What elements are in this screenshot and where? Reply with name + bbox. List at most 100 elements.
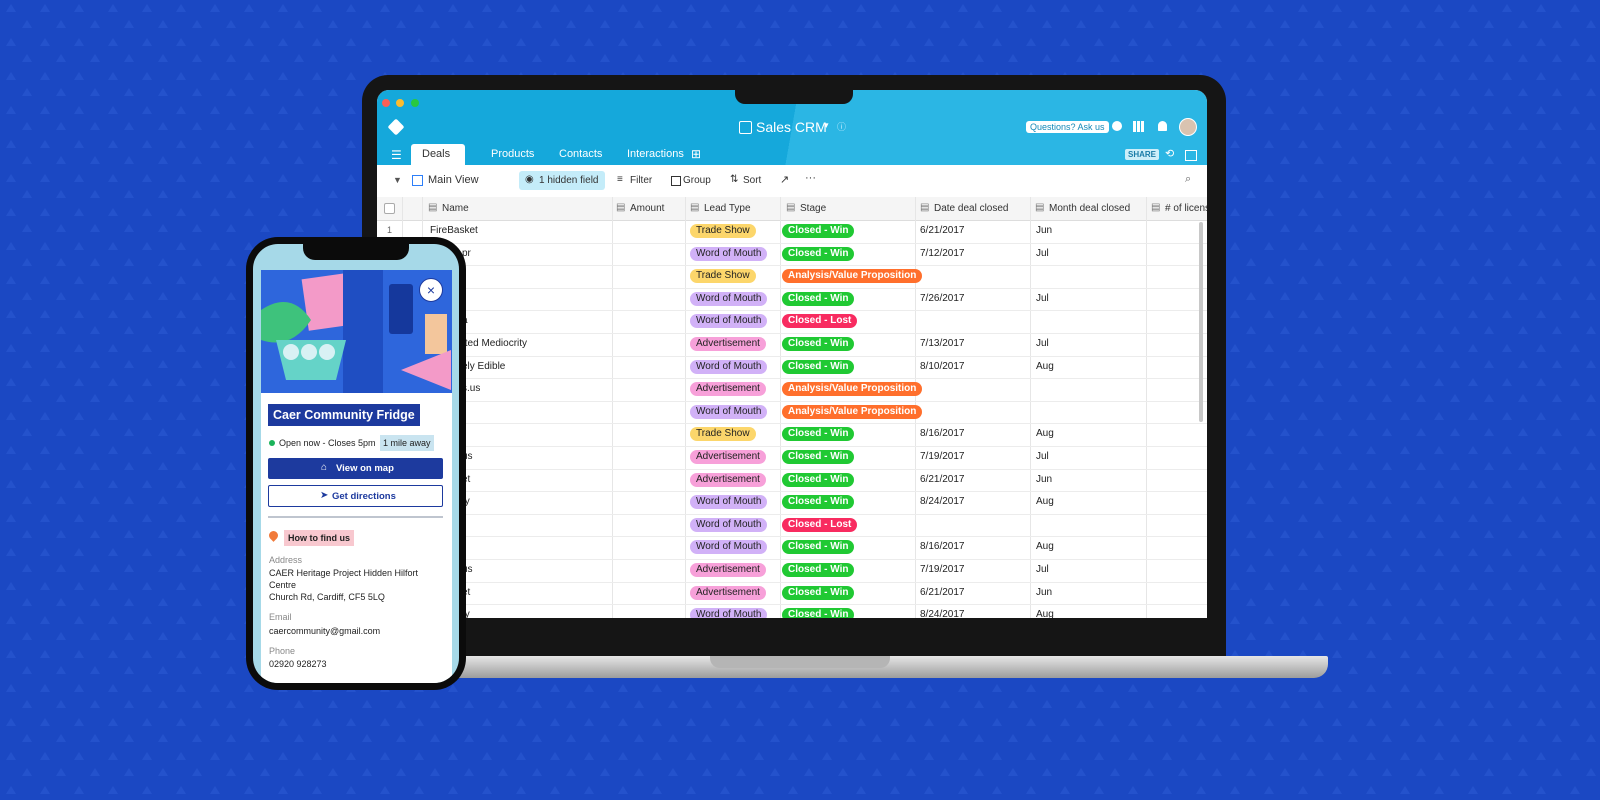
cell-name[interactable]: us [462, 564, 473, 575]
stage-tag[interactable]: Closed - Lost [782, 314, 858, 329]
cell-date[interactable]: 6/21/2017 [920, 225, 965, 236]
stage-tag[interactable]: Closed - Win [782, 427, 855, 442]
lead-type-tag[interactable]: Word of Mouth [690, 517, 768, 532]
cell-name[interactable]: fted Mediocrity [462, 338, 528, 349]
cell-date[interactable]: 8/10/2017 [920, 360, 965, 372]
add-tab[interactable]: ⊞ [691, 147, 702, 161]
layout-icon[interactable] [1185, 150, 1197, 161]
lead-type-tag[interactable]: Advertisement [690, 472, 766, 487]
stage-tag[interactable]: Closed - Win [782, 472, 855, 487]
more-icon[interactable]: ··· [805, 172, 816, 184]
lead-type-tag[interactable]: Advertisement [690, 337, 766, 351]
column-header[interactable]: Date deal closed [934, 203, 1009, 214]
cell-name[interactable]: pr [462, 247, 471, 259]
cell-date[interactable]: 8/24/2017 [920, 496, 965, 508]
cell-month[interactable]: Aug [1036, 609, 1054, 618]
cell-name[interactable]: us [462, 451, 473, 462]
column-header[interactable]: Month deal closed [1049, 203, 1131, 214]
search-icon[interactable]: ⌕ [1185, 173, 1192, 185]
directions-label[interactable]: Get directions [332, 491, 396, 502]
stage-tag[interactable]: Closed - Win [782, 563, 855, 577]
lead-type-tag[interactable]: Advertisement [690, 563, 766, 577]
lead-type-tag[interactable]: Trade Show [690, 427, 756, 442]
column-header[interactable]: Stage [800, 203, 827, 214]
notifications-icon[interactable] [1158, 121, 1167, 131]
stage-tag[interactable]: Closed - Win [782, 540, 855, 555]
cell-name[interactable]: et [462, 473, 471, 485]
cell-month[interactable]: Jul [1036, 451, 1049, 462]
sidebar-toggle[interactable]: ▼ [393, 175, 402, 185]
stage-tag[interactable]: Closed - Win [782, 495, 855, 510]
email-value[interactable]: caercommunity@gmail.com [269, 626, 381, 636]
group-button[interactable]: Group [683, 175, 711, 186]
menu-icon[interactable]: ☰ [391, 148, 402, 162]
info-icon[interactable]: ⓘ [837, 122, 847, 132]
cell-name[interactable]: FireBasket [430, 225, 478, 236]
lead-type-tag[interactable]: Advertisement [690, 382, 766, 397]
cell-month[interactable]: Jun [1036, 225, 1053, 236]
tab[interactable]: Deals [422, 148, 451, 160]
lead-type-tag[interactable]: Word of Mouth [690, 608, 768, 618]
window-minimize[interactable] [396, 99, 404, 107]
stage-tag[interactable]: Closed - Lost [782, 517, 858, 532]
cell-date[interactable]: 7/26/2017 [920, 292, 965, 304]
stage-tag[interactable]: Closed - Win [782, 359, 855, 374]
filter-button[interactable]: Filter [630, 175, 653, 186]
cell-month[interactable]: Jul [1036, 247, 1049, 259]
stage-tag[interactable]: Closed - Win [782, 585, 855, 600]
close-button[interactable]: × [419, 278, 443, 302]
cell-date[interactable]: 6/21/2017 [920, 586, 965, 598]
cell-month[interactable]: Aug [1036, 428, 1054, 440]
tab[interactable]: Interactions [627, 148, 684, 160]
stage-tag[interactable]: Analysis/Value Proposition [782, 382, 923, 397]
view-map-label[interactable]: View on map [336, 463, 394, 474]
avatar[interactable] [1179, 118, 1197, 136]
column-header[interactable]: # of licens [1165, 203, 1207, 214]
help-icon[interactable] [1112, 121, 1122, 131]
lead-type-tag[interactable]: Trade Show [690, 269, 756, 284]
window-close[interactable] [382, 99, 390, 107]
cell-month[interactable]: Aug [1036, 541, 1054, 553]
cell-date[interactable]: 8/24/2017 [920, 609, 965, 618]
lead-type-tag[interactable]: Advertisement [690, 585, 766, 600]
cell-month[interactable]: Aug [1036, 360, 1054, 372]
window-maximize[interactable] [411, 99, 419, 107]
stage-tag[interactable]: Closed - Win [782, 337, 855, 351]
lead-type-tag[interactable]: Word of Mouth [690, 404, 768, 419]
cell-date[interactable]: 6/21/2017 [920, 473, 965, 485]
view-map-button[interactable] [268, 458, 443, 479]
lead-type-tag[interactable]: Trade Show [690, 224, 756, 238]
cell-date[interactable]: 7/13/2017 [920, 338, 965, 349]
lead-type-tag[interactable]: Word of Mouth [690, 314, 768, 329]
help-button[interactable]: Questions? Ask us [1026, 121, 1109, 133]
stage-tag[interactable]: Closed - Win [782, 608, 855, 618]
column-header[interactable]: Lead Type [704, 203, 751, 214]
cell-name[interactable]: et [462, 586, 471, 598]
cell-month[interactable]: Jun [1036, 586, 1053, 598]
cell-month[interactable]: Aug [1036, 496, 1054, 508]
cell-month[interactable]: Jul [1036, 292, 1049, 304]
lead-type-tag[interactable]: Advertisement [690, 450, 766, 464]
share-view-icon[interactable]: ↗ [780, 174, 790, 186]
stage-tag[interactable]: Analysis/Value Proposition [782, 404, 923, 419]
cell-date[interactable]: 8/16/2017 [920, 541, 965, 553]
directions-button[interactable] [268, 485, 443, 507]
sort-button[interactable]: Sort [743, 175, 762, 186]
title-caret[interactable]: ▾ [824, 120, 829, 130]
cell-name[interactable]: s.us [462, 383, 481, 395]
lead-type-tag[interactable]: Word of Mouth [690, 359, 768, 374]
stage-tag[interactable]: Closed - Win [782, 450, 855, 464]
cell-date[interactable]: 8/16/2017 [920, 428, 965, 440]
cell-month[interactable]: Jul [1036, 338, 1049, 349]
cell-date[interactable]: 7/12/2017 [920, 247, 965, 259]
cell-date[interactable]: 7/19/2017 [920, 451, 965, 462]
scrollbar[interactable] [1199, 222, 1203, 422]
lead-type-tag[interactable]: Word of Mouth [690, 495, 768, 510]
history-icon[interactable]: ⟲ [1165, 148, 1175, 160]
phone-value[interactable]: 02920 928273 [269, 659, 327, 669]
stage-tag[interactable]: Analysis/Value Proposition [782, 269, 923, 284]
stage-tag[interactable]: Closed - Win [782, 246, 855, 261]
stage-tag[interactable]: Closed - Win [782, 224, 855, 238]
cell-month[interactable]: Jul [1036, 564, 1049, 575]
tab[interactable]: Contacts [559, 148, 603, 160]
